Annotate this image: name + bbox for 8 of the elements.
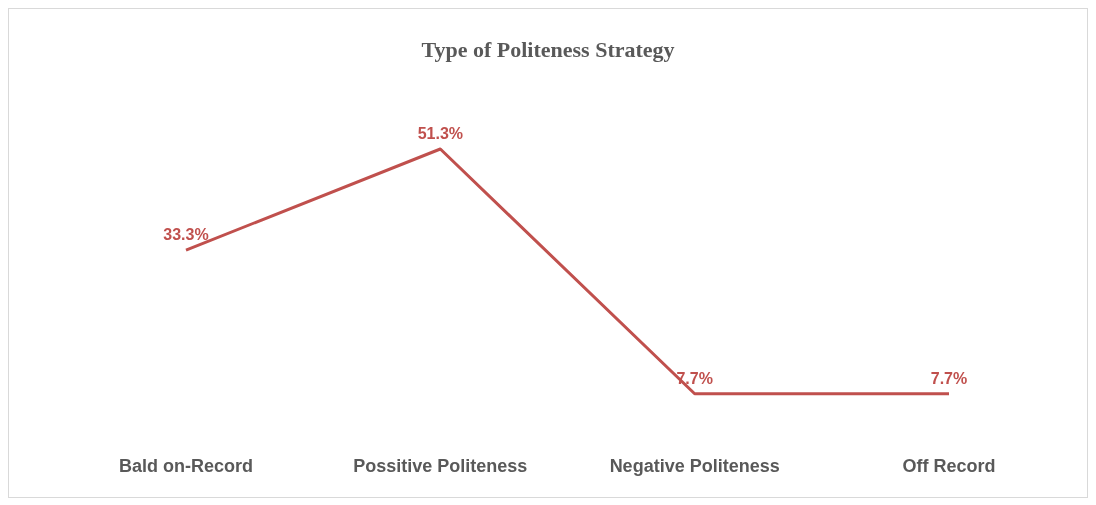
chart-title: Type of Politeness Strategy bbox=[420, 37, 676, 63]
data-label: 51.3% bbox=[417, 125, 464, 142]
x-tick-label: Bald on-Record bbox=[118, 455, 254, 476]
x-tick-label: Possitive Politeness bbox=[353, 455, 528, 476]
x-tick-label: Negative Politeness bbox=[609, 455, 780, 476]
x-tick-label: Off Record bbox=[902, 455, 996, 476]
data-label: 7.7% bbox=[930, 369, 968, 387]
data-label: 33.3% bbox=[163, 226, 209, 244]
